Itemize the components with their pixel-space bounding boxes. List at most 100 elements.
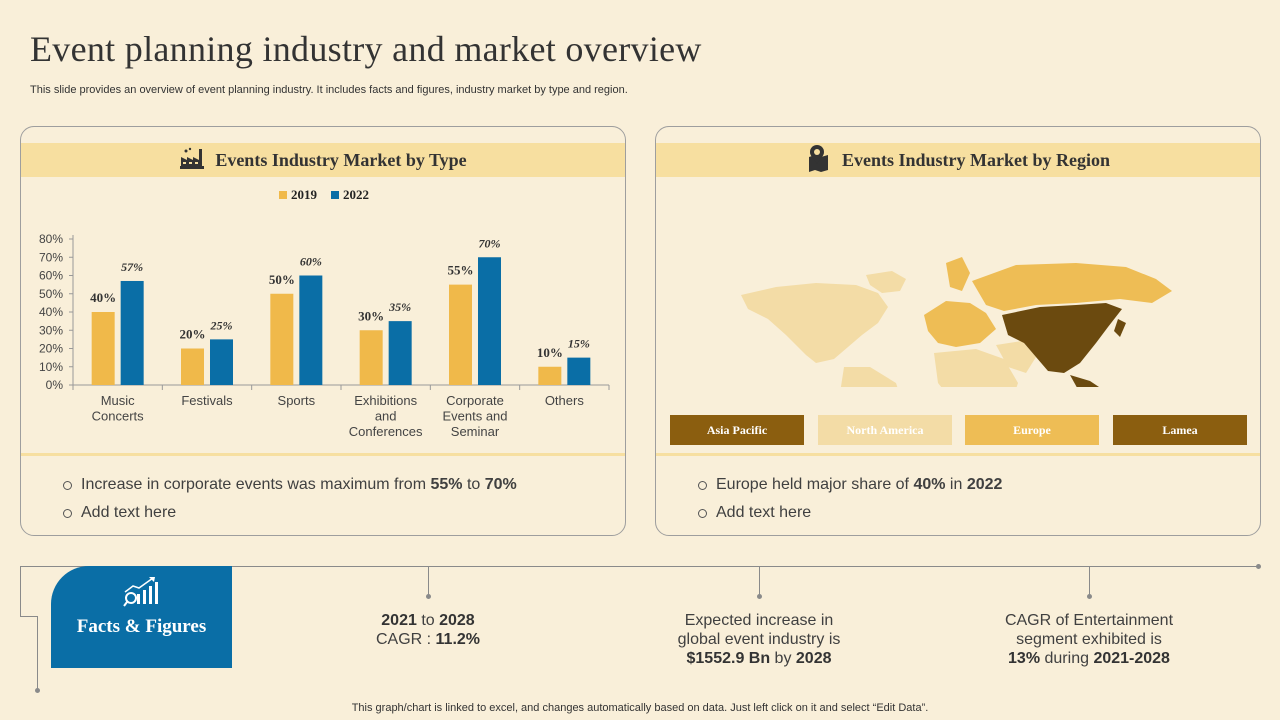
y-tick-label: 10% bbox=[39, 360, 63, 374]
region-label-asia-pacific: Asia Pacific bbox=[670, 415, 804, 445]
bullet-item: Europe held major share of 40% in 2022 bbox=[696, 475, 1002, 503]
bar-2022 bbox=[210, 339, 233, 385]
map-africa bbox=[934, 349, 1018, 387]
timeline-tick bbox=[759, 566, 760, 596]
x-tick-label: Concerts bbox=[92, 409, 145, 424]
x-tick-label: and bbox=[375, 409, 397, 424]
panel-title: Events Industry Market by Region bbox=[841, 149, 1110, 170]
y-tick-label: 70% bbox=[39, 250, 63, 264]
panel-divider bbox=[656, 453, 1260, 456]
timeline-tick bbox=[1089, 566, 1090, 596]
fact-entertainment-cagr: CAGR of Entertainment segment exhibited … bbox=[1004, 612, 1174, 667]
data-label: 40% bbox=[90, 290, 116, 305]
map-southeast-asia bbox=[1070, 375, 1099, 387]
data-label: 20% bbox=[180, 327, 206, 342]
y-tick-label: 50% bbox=[39, 287, 63, 301]
x-tick-label: Exhibitions bbox=[354, 393, 417, 408]
legend-swatch-2022 bbox=[331, 191, 339, 199]
timeline-dot bbox=[757, 594, 762, 599]
panel-header: Events Industry Market by Type bbox=[21, 143, 625, 177]
x-tick-label: Music bbox=[101, 393, 135, 408]
bullet-item: Add text here bbox=[696, 503, 1002, 531]
world-map bbox=[741, 257, 1172, 387]
bar-2022 bbox=[567, 357, 591, 385]
chart-legend: 2019 2022 bbox=[279, 187, 369, 203]
bar-2019 bbox=[538, 366, 562, 385]
data-label: 50% bbox=[269, 272, 295, 287]
bar-2022 bbox=[388, 321, 412, 385]
y-tick-label: 0% bbox=[46, 378, 64, 392]
market-by-type-chart: 0%10%20%30%40%50%60%70%80%40%57%MusicCon… bbox=[39, 232, 610, 439]
timeline-tick bbox=[428, 566, 429, 596]
y-tick-label: 30% bbox=[39, 323, 63, 337]
map-europe bbox=[924, 301, 996, 347]
legend-label-2019: 2019 bbox=[291, 187, 317, 202]
bullet-item: Increase in corporate events was maximum… bbox=[61, 475, 517, 503]
timeline-dot bbox=[1087, 594, 1092, 599]
timeline-connector bbox=[37, 616, 38, 690]
bar-2019 bbox=[449, 284, 472, 385]
data-label: 60% bbox=[300, 255, 322, 269]
data-label: 55% bbox=[448, 263, 474, 278]
map-russia bbox=[972, 263, 1172, 311]
region-label-europe: Europe bbox=[965, 415, 1099, 445]
bar-2022 bbox=[478, 257, 501, 385]
panel-header: Events Industry Market by Region bbox=[656, 143, 1260, 177]
map-north-america bbox=[741, 283, 888, 363]
map-south-america bbox=[840, 367, 898, 387]
data-label: 57% bbox=[121, 260, 143, 274]
market-by-region-panel: Events Industry Market by Region Asia Pa… bbox=[655, 126, 1261, 536]
x-tick-label: Sports bbox=[278, 393, 316, 408]
map-asia bbox=[1002, 303, 1122, 373]
y-tick-label: 80% bbox=[39, 232, 63, 246]
market-by-type-panel: Events Industry Market by Type 2019 2022… bbox=[20, 126, 626, 536]
legend-swatch-2019 bbox=[279, 191, 287, 199]
bar-2022 bbox=[299, 275, 323, 385]
timeline-dot bbox=[35, 688, 40, 693]
bar-2019 bbox=[181, 348, 204, 385]
map-japan bbox=[1114, 319, 1126, 337]
map-middle-east bbox=[996, 341, 1036, 373]
footer-note: This graph/chart is linked to excel, and… bbox=[351, 702, 929, 714]
panel-header-band bbox=[21, 143, 625, 177]
data-label: 70% bbox=[479, 236, 501, 250]
data-label: 25% bbox=[210, 318, 233, 332]
y-tick-label: 40% bbox=[39, 305, 63, 319]
data-label: 35% bbox=[388, 300, 411, 314]
panel-header-band bbox=[656, 143, 1260, 177]
map-greenland bbox=[866, 271, 906, 293]
page-subtitle: This slide provides an overview of event… bbox=[30, 84, 628, 96]
factory-icon bbox=[179, 146, 205, 175]
legend-item-2019: 2019 bbox=[279, 187, 317, 203]
timeline-dot bbox=[426, 594, 431, 599]
region-label-lamea: Lamea bbox=[1113, 415, 1247, 445]
legend-label-2022: 2022 bbox=[343, 187, 369, 202]
timeline-line bbox=[20, 566, 1260, 567]
timeline-dot bbox=[1256, 564, 1261, 569]
y-tick-label: 60% bbox=[39, 269, 63, 283]
panel-title: Events Industry Market by Type bbox=[215, 149, 467, 170]
x-tick-label: Conferences bbox=[349, 424, 423, 439]
x-tick-label: Festivals bbox=[181, 393, 233, 408]
y-tick-label: 20% bbox=[39, 342, 63, 356]
bar-2019 bbox=[270, 293, 294, 385]
x-tick-label: Seminar bbox=[451, 424, 500, 439]
bar-2019 bbox=[91, 312, 115, 385]
bar-2019 bbox=[359, 330, 383, 385]
facts-figures-box: Facts & Figures bbox=[51, 566, 232, 668]
map-scandinavia bbox=[946, 257, 970, 291]
panel-divider bbox=[21, 453, 625, 456]
fact-cagr: 2021 to 2028 CAGR : 11.2% bbox=[375, 612, 481, 648]
region-label-north-america: North America bbox=[818, 415, 952, 445]
bullet-item: Add text here bbox=[61, 503, 517, 531]
timeline-connector bbox=[20, 566, 21, 616]
data-label: 10% bbox=[537, 345, 563, 360]
map-pin-icon bbox=[806, 144, 832, 177]
timeline-connector bbox=[20, 616, 38, 617]
fact-expected-increase: Expected increase in global event indust… bbox=[677, 612, 841, 667]
facts-figures-label: Facts & Figures bbox=[76, 616, 207, 637]
left-bullets: Increase in corporate events was maximum… bbox=[61, 475, 517, 531]
legend-item-2022: 2022 bbox=[331, 187, 369, 203]
page-title: Event planning industry and market overv… bbox=[30, 29, 702, 69]
x-tick-label: Events and bbox=[442, 409, 507, 424]
